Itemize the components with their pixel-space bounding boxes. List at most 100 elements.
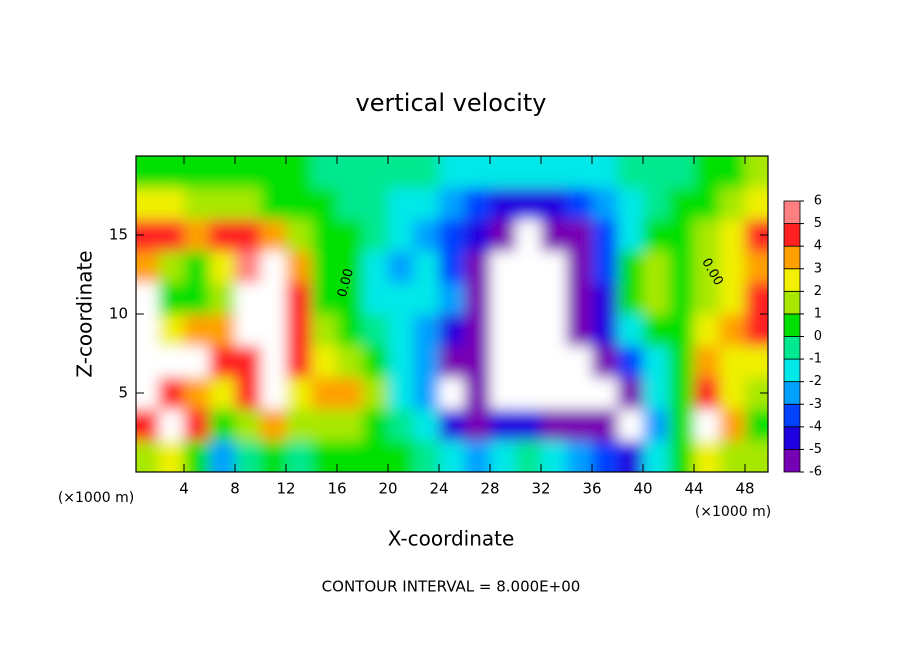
cell — [388, 282, 414, 315]
cell — [311, 250, 338, 283]
cell — [490, 345, 516, 378]
cell — [184, 282, 210, 315]
cell — [413, 250, 440, 283]
cell — [541, 314, 567, 347]
cell — [388, 156, 414, 189]
cell — [362, 187, 389, 220]
cell — [209, 408, 236, 441]
cell — [592, 314, 618, 347]
cell — [286, 187, 312, 220]
cell — [541, 377, 567, 410]
cell — [694, 156, 720, 189]
cell — [566, 345, 593, 378]
cell — [184, 345, 210, 378]
cell — [745, 314, 768, 347]
cell — [490, 314, 516, 347]
cell — [490, 219, 516, 252]
cell — [311, 377, 338, 410]
cell — [439, 282, 465, 315]
cell — [136, 282, 159, 315]
cell — [592, 219, 618, 252]
cell — [541, 219, 567, 252]
x-tick-label: 4 — [179, 480, 189, 498]
cell — [745, 408, 768, 441]
colorbar-tick-label: -5 — [809, 442, 822, 457]
cell — [209, 440, 236, 472]
cell — [235, 345, 261, 378]
cell — [719, 219, 746, 252]
cell — [668, 187, 695, 220]
cell — [464, 408, 491, 441]
x-unit-label: (×1000 m) — [695, 504, 771, 520]
cell — [694, 314, 720, 347]
cell — [286, 377, 312, 410]
cell — [541, 187, 567, 220]
cell — [694, 377, 720, 410]
y-tick-label: 15 — [109, 226, 128, 244]
cell — [643, 345, 669, 378]
cell — [136, 345, 159, 378]
cell — [337, 314, 363, 347]
cell — [745, 250, 768, 283]
chart-title: vertical velocity — [356, 89, 547, 117]
cell — [260, 377, 287, 410]
cell — [745, 156, 768, 189]
cell — [668, 282, 695, 315]
cell — [260, 345, 287, 378]
x-tick-label: 32 — [531, 480, 550, 498]
colorbar-swatch — [783, 449, 801, 473]
cell — [464, 440, 491, 472]
cell — [209, 345, 236, 378]
cell — [439, 156, 465, 189]
cell — [541, 408, 567, 441]
cell — [184, 219, 210, 252]
cell — [490, 408, 516, 441]
cell — [719, 282, 746, 315]
cell — [719, 408, 746, 441]
x-axis-label: X-coordinate — [388, 527, 515, 551]
cell — [235, 408, 261, 441]
cell — [643, 440, 669, 472]
cell — [209, 314, 236, 347]
cell — [694, 187, 720, 220]
cell — [337, 440, 363, 472]
cell — [490, 187, 516, 220]
cell — [136, 377, 159, 410]
cell — [515, 345, 542, 378]
cell — [136, 187, 159, 220]
cell — [592, 377, 618, 410]
cell — [311, 440, 338, 472]
cell — [668, 345, 695, 378]
cell — [362, 345, 389, 378]
cell — [464, 250, 491, 283]
colorbar-tick-label: -2 — [809, 374, 822, 389]
cell — [490, 282, 516, 315]
colorbar-swatch — [783, 336, 801, 360]
cell — [209, 250, 236, 283]
cell — [719, 345, 746, 378]
cell — [617, 219, 644, 252]
cell — [668, 314, 695, 347]
cell — [337, 219, 363, 252]
cell — [515, 377, 542, 410]
cell — [694, 282, 720, 315]
colorbar-tick-label: 5 — [814, 216, 822, 231]
cell — [541, 250, 567, 283]
cell — [209, 187, 236, 220]
cell — [668, 219, 695, 252]
cell — [260, 314, 287, 347]
cell — [337, 156, 363, 189]
cell — [413, 282, 440, 315]
cell — [643, 250, 669, 283]
y-tick-label: 5 — [118, 384, 128, 402]
cell — [260, 156, 287, 189]
cell — [136, 440, 159, 472]
cell — [515, 440, 542, 472]
x-tick-label: 44 — [684, 480, 703, 498]
cell — [362, 250, 389, 283]
cell — [464, 314, 491, 347]
cell — [337, 377, 363, 410]
cell — [668, 377, 695, 410]
cell — [337, 282, 363, 315]
cell — [617, 282, 644, 315]
